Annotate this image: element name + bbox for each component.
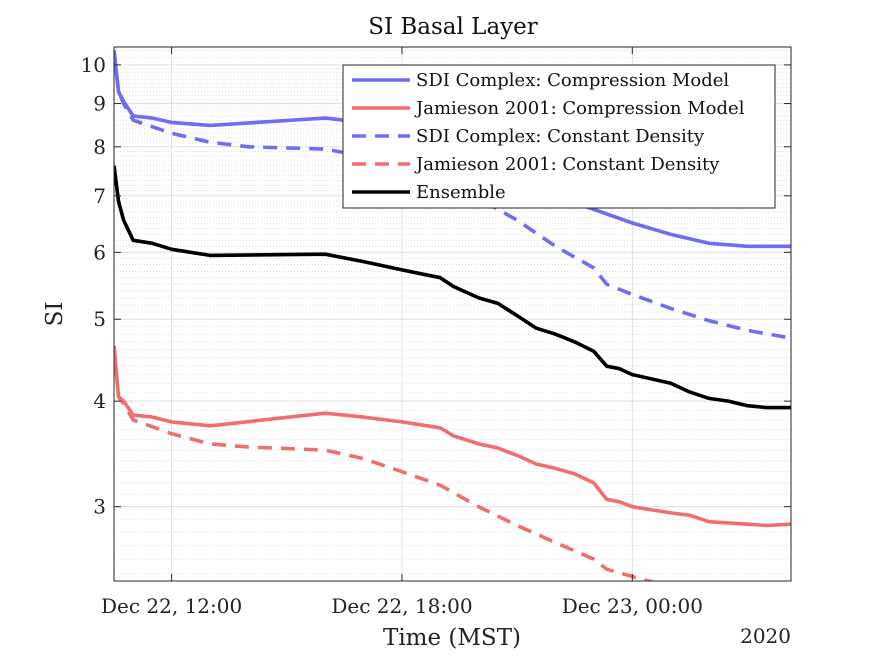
plot-frame [113, 46, 792, 582]
y-tick-label: 9 [93, 92, 106, 116]
y-tick-label: 8 [93, 135, 106, 159]
y-tick-label: 5 [93, 307, 106, 331]
x-tick-label: Dec 22, 12:00 [101, 594, 242, 618]
y-axis-title: SI [42, 302, 68, 327]
y-tick-label: 7 [93, 184, 106, 208]
legend-entry-label: Jamieson 2001: Compression Model [414, 98, 745, 119]
y-tick-label: 6 [93, 240, 106, 264]
legend-entry-label: SDI Complex: Constant Density [416, 126, 705, 147]
x-tick-label: Dec 23, 00:00 [562, 594, 703, 618]
legend: SDI Complex: Compression Model Jamieson 2… [342, 64, 776, 209]
x-tick-label: Dec 22, 18:00 [331, 594, 472, 618]
legend-entry-label: Ensemble [416, 182, 506, 203]
y-tick-label: 3 [93, 495, 106, 519]
legend-box [342, 64, 776, 209]
y-tick-label: 4 [93, 389, 106, 413]
y-tick-label: 10 [81, 53, 106, 77]
year-label: 2020 [740, 624, 791, 648]
series-line-ensemble [114, 165, 791, 410]
series-line-jamieson-2001-compression-model [114, 345, 791, 528]
legend-entry-label: SDI Complex: Compression Model [416, 70, 729, 91]
series-line-jamieson-2001-constant-density [114, 345, 656, 581]
axis-ticks: 3 4 5 6 7 8 9 10 Dec 22, 12:00 Dec 22, 18:00 Dec 2… [81, 47, 791, 618]
x-axis-title: Time (MST) [383, 625, 521, 651]
legend-entry-label: Jamieson 2001: Constant Density [414, 154, 720, 175]
chart-title: SI Basal Layer [368, 14, 538, 40]
